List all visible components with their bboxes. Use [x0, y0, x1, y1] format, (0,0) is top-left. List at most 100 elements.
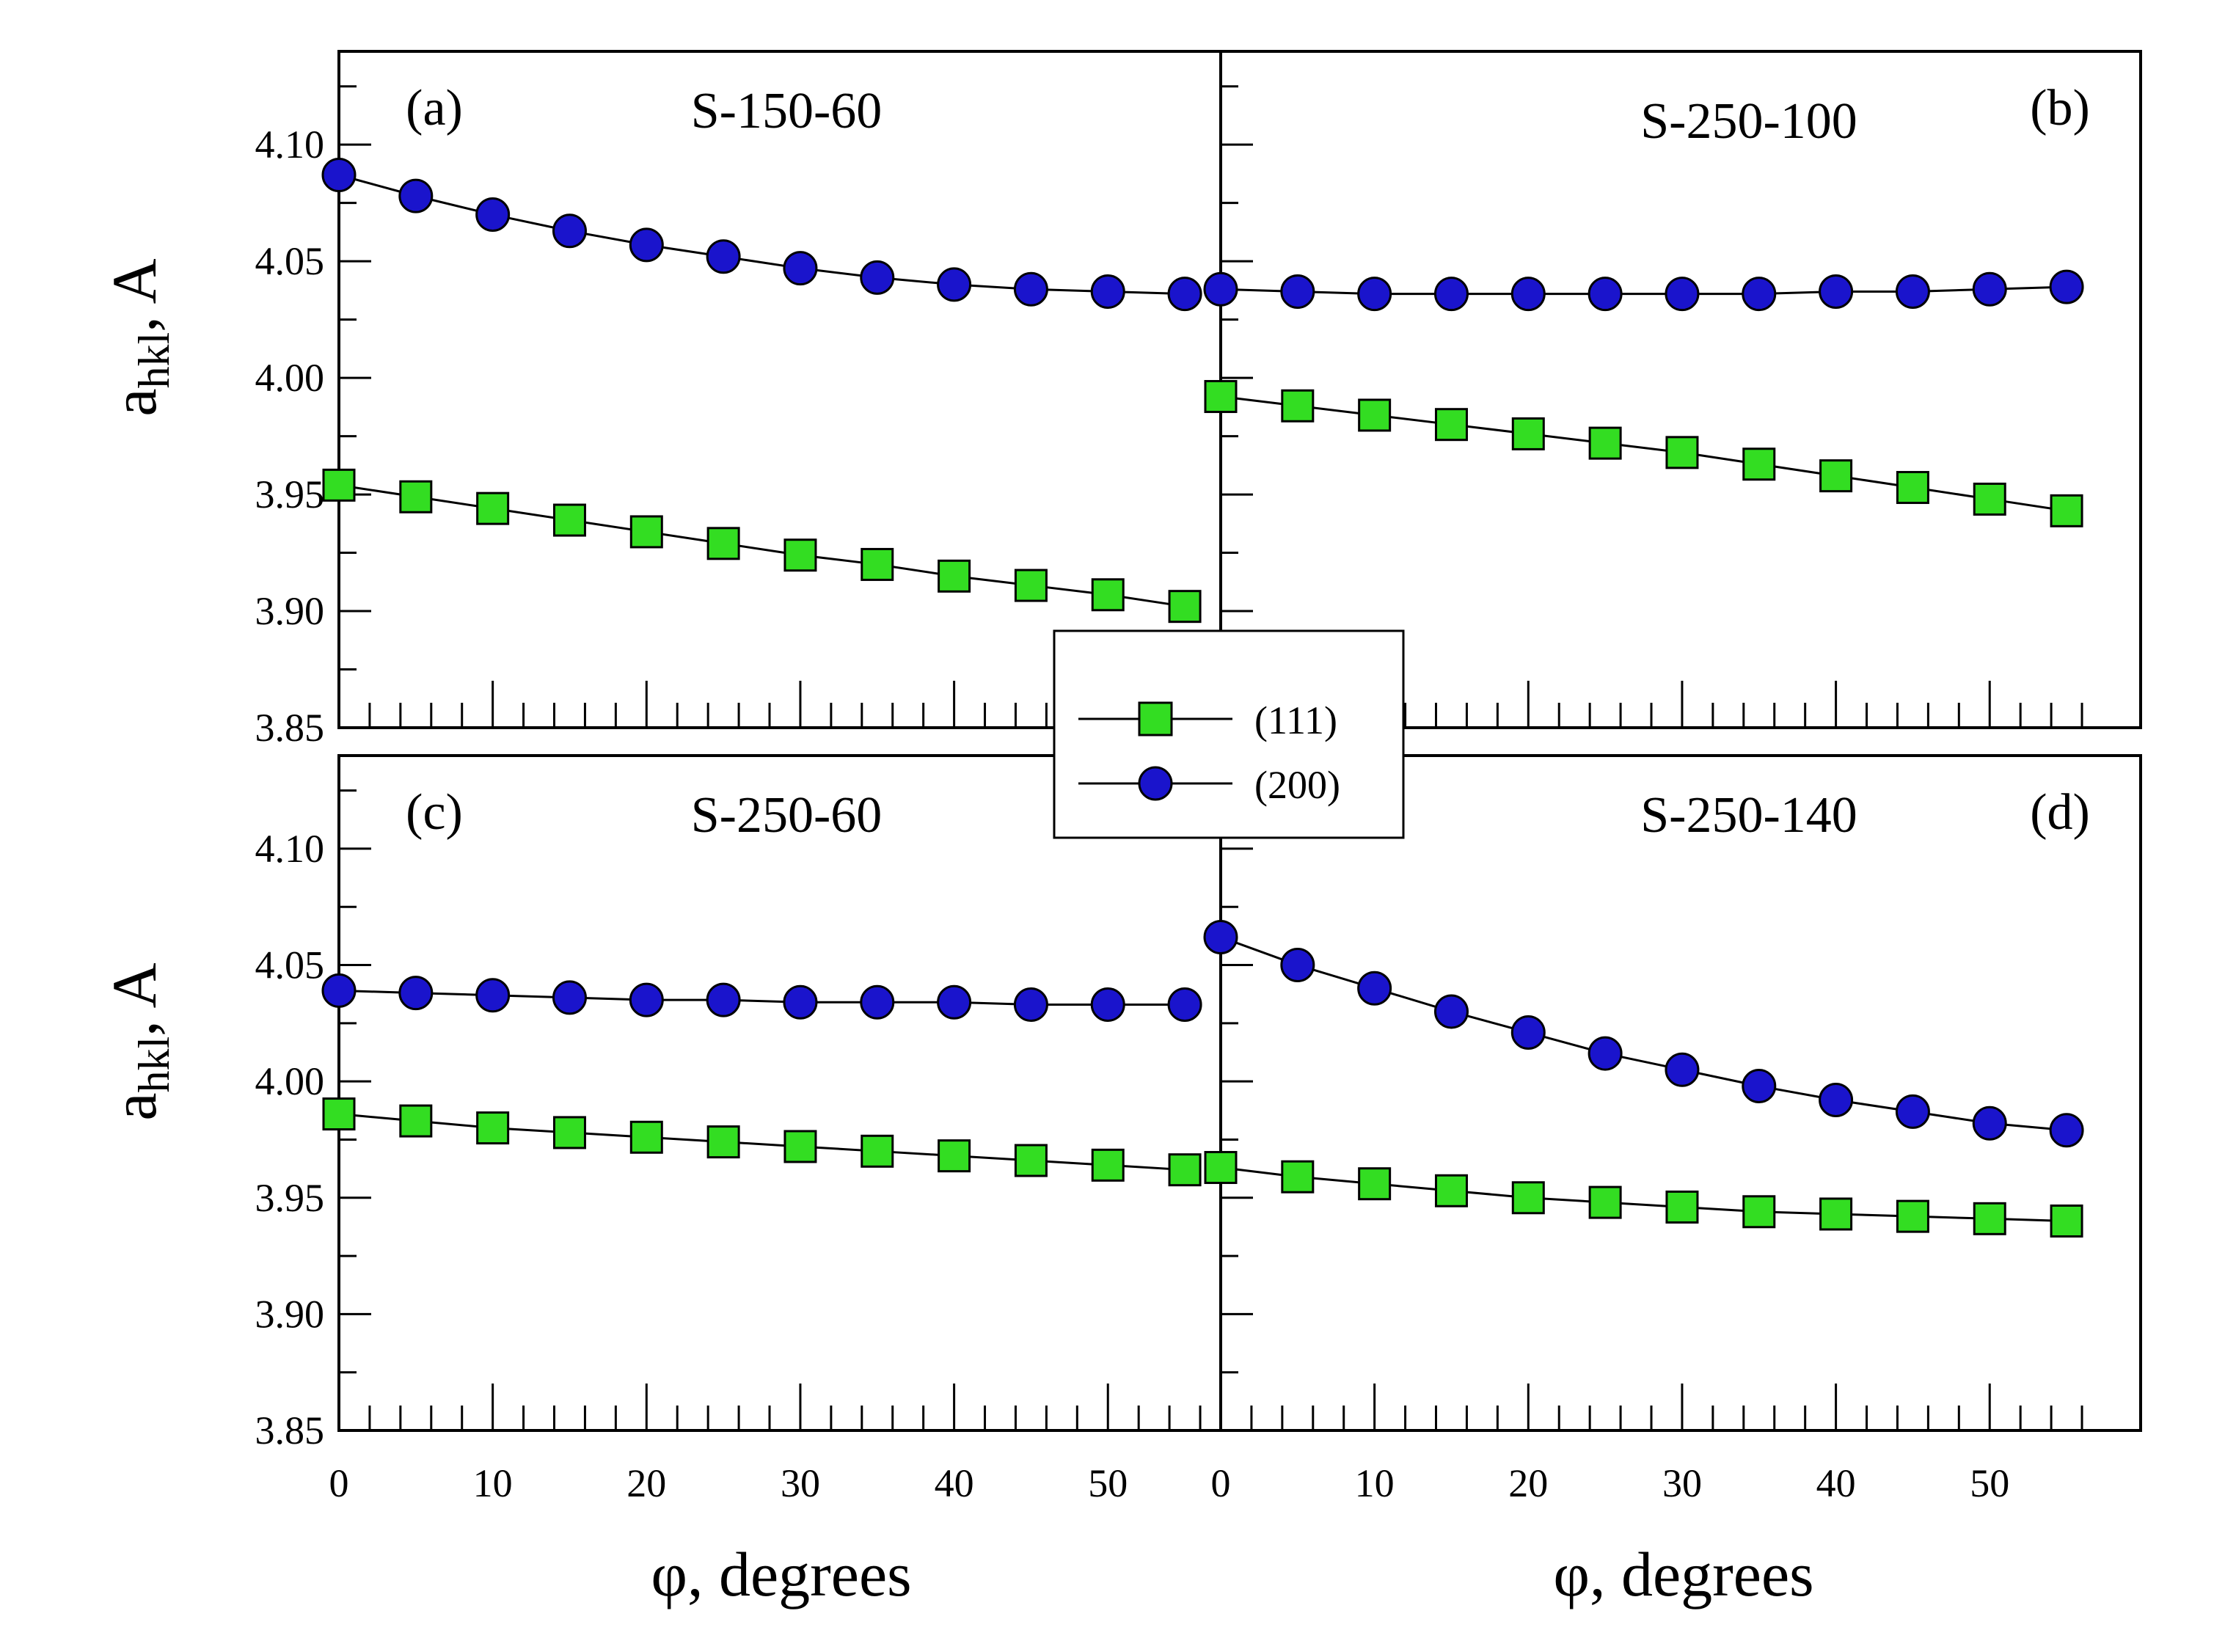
data-point-square — [1742, 1195, 1776, 1229]
data-point-square — [476, 1111, 510, 1145]
data-point-circle — [1167, 987, 1202, 1022]
data-point-square — [1511, 1181, 1545, 1215]
series-line — [338, 1113, 1185, 1172]
data-point-square — [1168, 590, 1202, 624]
data-point-circle — [937, 984, 972, 1020]
data-point-circle — [398, 178, 434, 213]
data-point-square — [1281, 1160, 1315, 1194]
data-point-square — [322, 1097, 356, 1131]
x-tick-label: 20 — [1508, 1461, 1548, 1505]
series-111 — [322, 468, 1202, 624]
data-point-circle — [475, 978, 511, 1013]
x-tick-label: 40 — [935, 1461, 974, 1505]
legend-label-111: (111) — [1254, 698, 1337, 742]
data-point-square — [476, 491, 510, 525]
data-point-circle — [783, 251, 818, 286]
x-tick-label: 10 — [473, 1461, 513, 1505]
data-point-circle — [1972, 1105, 2007, 1141]
x-tick-label: 10 — [1355, 1461, 1395, 1505]
data-point-circle — [1819, 274, 1854, 309]
data-point-circle — [1895, 274, 1930, 309]
panel-frame — [1219, 50, 2142, 729]
data-point-circle — [1588, 1036, 1623, 1071]
data-point-circle — [629, 982, 664, 1017]
data-point-circle — [1090, 987, 1125, 1022]
data-point-square — [1358, 398, 1392, 432]
legend-marker-111 — [1138, 701, 1173, 737]
data-point-square — [1358, 1167, 1392, 1201]
y-tick-label: 3.90 — [255, 1292, 325, 1336]
data-point-square — [1588, 1185, 1622, 1219]
x-tick-label: 30 — [781, 1461, 820, 1505]
data-point-circle — [1203, 919, 1238, 954]
data-point-square — [1091, 1148, 1125, 1182]
data-point-circle — [860, 984, 895, 1020]
x-tick-label: 20 — [626, 1461, 666, 1505]
y-tick-label: 3.95 — [255, 1176, 325, 1220]
x-axis-title-right: φ, degrees — [1553, 1539, 1813, 1609]
series-111 — [1204, 380, 2083, 527]
panel-a: 3.85 3.90 3.95 4.00 4.05 4.10 (a) S-150-60 — [255, 50, 1222, 750]
data-point-circle — [1819, 1083, 1854, 1118]
data-point-circle — [1357, 277, 1392, 312]
y-tick-label: 4.05 — [255, 943, 325, 987]
x-tick-label: 0 — [1211, 1461, 1231, 1505]
x-tick-label: 50 — [1970, 1461, 2009, 1505]
y-tick-label: 4.10 — [255, 827, 325, 871]
data-point-circle — [1280, 274, 1315, 309]
legend: (111) (200) — [1053, 629, 1405, 839]
panel-tag: (c) — [406, 784, 463, 841]
data-point-square — [706, 1125, 740, 1159]
y-tick-label: 3.95 — [255, 472, 325, 516]
series-200 — [1203, 269, 2084, 312]
series-200 — [1203, 919, 2084, 1148]
data-point-square — [1091, 578, 1125, 612]
data-point-square — [1204, 1151, 1238, 1185]
data-point-circle — [1357, 971, 1392, 1006]
data-point-square — [1014, 1144, 1048, 1177]
data-point-square — [2050, 1204, 2083, 1238]
data-point-square — [399, 1104, 433, 1138]
data-point-square — [783, 538, 817, 572]
data-point-square — [629, 1120, 663, 1154]
panel-b: (b) S-250-100 — [1203, 50, 2142, 729]
data-point-circle — [1280, 948, 1315, 983]
x-tick-label: 50 — [1088, 1461, 1128, 1505]
data-point-circle — [1742, 277, 1777, 312]
series-line — [338, 483, 1185, 608]
series-line — [1220, 285, 2067, 296]
data-point-square — [1434, 408, 1468, 442]
data-point-circle — [321, 973, 357, 1008]
data-point-square — [1819, 1197, 1853, 1231]
data-point-square — [1819, 459, 1853, 493]
panel-frame — [337, 50, 1222, 729]
data-point-circle — [1167, 277, 1202, 312]
data-point-square — [1588, 426, 1622, 460]
data-point-square — [1896, 471, 1929, 505]
series-111 — [322, 1097, 1202, 1187]
data-point-circle — [475, 197, 511, 233]
data-point-circle — [1665, 277, 1700, 312]
data-point-square — [938, 1139, 971, 1173]
data-point-square — [629, 515, 663, 549]
data-point-circle — [1203, 271, 1238, 307]
panel-frame — [1219, 754, 2142, 1432]
series-200 — [321, 973, 1202, 1022]
data-point-circle — [1013, 271, 1048, 307]
data-point-circle — [1742, 1068, 1777, 1103]
y-tick-label: 4.00 — [255, 1059, 325, 1103]
data-point-circle — [552, 980, 587, 1015]
data-point-square — [1168, 1153, 1202, 1187]
x-axis-title-left: φ, degrees — [651, 1539, 911, 1609]
data-point-circle — [1090, 274, 1125, 309]
y-axis-title-subscript: hkl — [130, 1037, 178, 1093]
data-point-square — [1973, 482, 2006, 516]
y-tick-label: 3.85 — [255, 1408, 325, 1452]
panels: 3.85 3.90 3.95 4.00 4.05 4.10 (a) S-150-60 (b) S-… — [255, 50, 2142, 1505]
series-line — [1220, 936, 2067, 1132]
data-point-square — [1204, 380, 1238, 414]
data-point-circle — [629, 227, 664, 263]
y-tick-label: 3.90 — [255, 589, 325, 633]
data-point-square — [1896, 1199, 1929, 1233]
data-point-square — [1014, 569, 1048, 602]
